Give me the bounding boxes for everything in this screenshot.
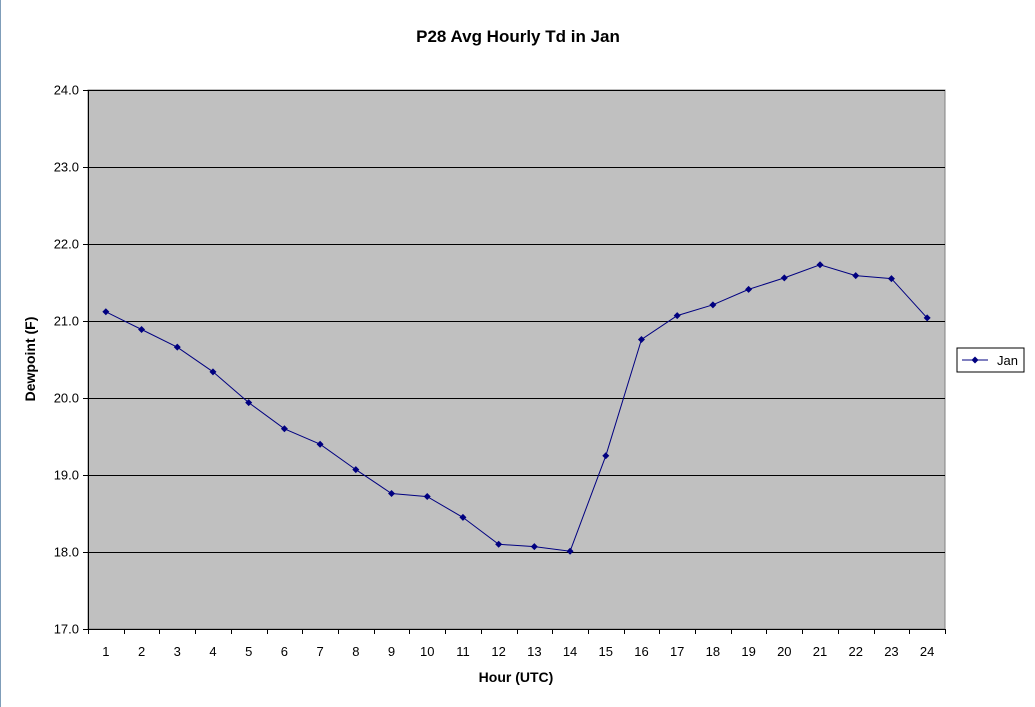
data-point	[423, 493, 431, 501]
data-point	[102, 308, 110, 316]
series-line-jan	[105, 264, 928, 552]
x-tick-label: 23	[884, 644, 898, 659]
data-point	[316, 440, 324, 448]
y-tick-label: 20.0	[54, 391, 79, 406]
x-tick-label: 3	[174, 644, 181, 659]
series-markers-jan	[102, 261, 931, 555]
data-point	[173, 343, 181, 351]
legend-marker-diamond	[971, 356, 979, 364]
x-tick-label: 7	[316, 644, 323, 659]
data-point	[637, 335, 645, 343]
data-point	[602, 452, 610, 460]
x-axis-label: Hour (UTC)	[479, 669, 554, 685]
data-point	[745, 285, 753, 293]
data-point	[459, 513, 467, 521]
data-point	[495, 540, 503, 548]
data-point	[245, 399, 253, 407]
x-tick-label: 17	[670, 644, 684, 659]
x-tick-label: 5	[245, 644, 252, 659]
chart-title: P28 Avg Hourly Td in Jan	[416, 27, 620, 46]
y-tick-label: 24.0	[54, 83, 79, 98]
x-tick-label: 22	[848, 644, 862, 659]
x-tick-label: 10	[420, 644, 434, 659]
plot-area	[87, 89, 946, 630]
data-point	[852, 272, 860, 280]
data-point	[138, 325, 146, 333]
data-point	[673, 312, 681, 320]
data-point	[280, 425, 288, 433]
x-tick-label: 11	[456, 644, 470, 659]
x-tick-label: 9	[388, 644, 395, 659]
x-tick-label: 15	[599, 644, 613, 659]
legend: Jan	[956, 347, 1025, 373]
x-tick-label: 12	[491, 644, 505, 659]
x-tick-label: 18	[706, 644, 720, 659]
data-point	[209, 368, 217, 376]
legend-label-jan: Jan	[997, 353, 1018, 368]
y-axis-ticks: 17.0 18.0 19.0 20.0 21.0 22.0 23.0 24.0	[54, 83, 88, 637]
x-tick-label: 13	[527, 644, 541, 659]
x-tick-label: 1	[102, 644, 109, 659]
x-tick-label: 6	[281, 644, 288, 659]
x-axis-ticks: 1 2 3 4 5 6 7 8 9 10 11 12 13 14 15 16 17 18 19 20 21 22 23 24	[88, 629, 946, 659]
x-tick-label: 4	[209, 644, 216, 659]
data-point	[816, 261, 824, 269]
data-point	[352, 466, 360, 474]
data-point	[780, 274, 788, 282]
x-tick-label: 19	[741, 644, 755, 659]
y-tick-label: 21.0	[54, 314, 79, 329]
y-tick-label: 19.0	[54, 468, 79, 483]
y-tick-label: 17.0	[54, 622, 79, 637]
y-tick-label: 22.0	[54, 237, 79, 252]
gridlines	[88, 90, 945, 553]
legend-box	[956, 347, 1025, 373]
data-point	[530, 543, 538, 551]
data-point	[709, 301, 717, 309]
x-tick-label: 24	[920, 644, 934, 659]
y-tick-label: 23.0	[54, 160, 79, 175]
y-tick-label: 18.0	[54, 545, 79, 560]
x-tick-label: 21	[813, 644, 827, 659]
data-point	[923, 314, 931, 322]
y-axis-label: Dewpoint (F)	[22, 317, 38, 402]
x-tick-label: 2	[138, 644, 145, 659]
x-tick-label: 14	[563, 644, 577, 659]
x-tick-label: 20	[777, 644, 791, 659]
x-tick-label: 16	[634, 644, 648, 659]
data-point	[566, 547, 574, 555]
data-point	[388, 489, 396, 497]
x-tick-label: 8	[352, 644, 359, 659]
data-point	[887, 275, 895, 283]
